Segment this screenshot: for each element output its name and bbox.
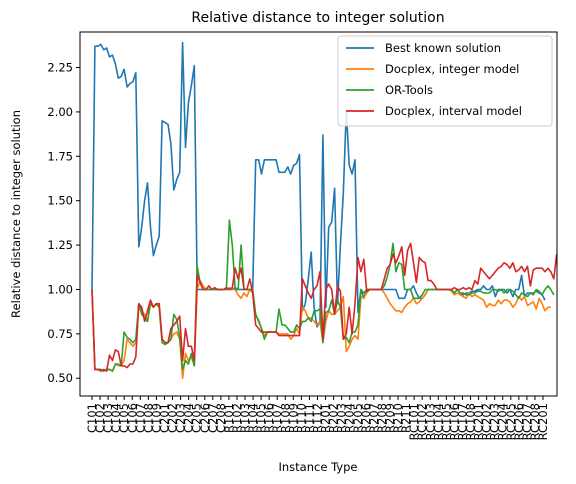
x-tick-label: C103 — [101, 403, 115, 433]
x-tick-label: R207 — [367, 403, 381, 433]
x-tick-label: RC204 — [496, 403, 510, 440]
y-axis: 0.50 0.75 1.00 1.25 1.50 1.75 2.00 2.25 — [47, 61, 80, 385]
chart-title: Relative distance to integer solution — [191, 10, 444, 26]
x-tick-label: C205 — [190, 403, 204, 433]
x-tick-label: C108 — [141, 403, 155, 433]
x-tick-label: R202 — [327, 403, 341, 433]
x-tick-label: R101 — [222, 403, 236, 433]
y-tick-label: 0.75 — [47, 327, 73, 341]
plot-frame — [79, 31, 558, 397]
x-tick-label: R111 — [302, 403, 316, 433]
x-tick-label: R112 — [311, 403, 325, 433]
x-tick-label: C203 — [174, 403, 188, 433]
x-tick-label: R211 — [399, 403, 413, 433]
x-tick-label: R105 — [254, 403, 268, 433]
x-tick-label: C105 — [117, 403, 131, 433]
x-axis: C101C102C103C104C105C106C107C108C109C201… — [85, 396, 550, 440]
x-tick-label: C104 — [109, 403, 123, 433]
x-tick-label: R104 — [246, 403, 260, 433]
x-tick-label: RC102 — [415, 403, 429, 440]
x-tick-label: RC107 — [455, 403, 469, 440]
y-tick-label: 1.00 — [47, 282, 73, 296]
x-tick-label: C207 — [206, 403, 220, 433]
x-tick-label: C204 — [182, 403, 196, 433]
x-tick-label: RC103 — [423, 403, 437, 440]
x-tick-label: R110 — [294, 403, 308, 433]
x-tick-label: RC106 — [447, 403, 461, 440]
y-tick-label: 2.00 — [47, 105, 73, 119]
x-tick-label: C208 — [214, 403, 228, 433]
x-tick-label: R102 — [230, 403, 244, 433]
legend: Best known solution Docplex, integer mode… — [337, 35, 553, 127]
legend-label: Docplex, integer model — [385, 62, 519, 76]
plot-lines — [91, 41, 558, 380]
y-axis-label: Relative distance to integer solution — [9, 110, 23, 318]
y-tick-label: 1.50 — [47, 194, 73, 208]
y-tick-label: 1.75 — [47, 149, 73, 163]
x-tick-label: R204 — [343, 403, 357, 433]
x-tick-label: RC207 — [520, 403, 534, 440]
x-tick-label: RC101 — [407, 403, 421, 440]
y-tick-label: 1.25 — [47, 238, 73, 252]
series-line — [91, 242, 558, 372]
x-tick-label: R203 — [335, 403, 349, 433]
legend-label: Best known solution — [385, 41, 501, 55]
x-tick-label: R210 — [391, 403, 405, 433]
x-tick-label: R206 — [359, 403, 373, 433]
x-tick-label: RC206 — [512, 403, 526, 440]
x-tick-label: C206 — [198, 403, 212, 433]
x-tick-label: R209 — [383, 403, 397, 433]
y-tick-label: 0.50 — [47, 371, 73, 385]
x-tick-label: RC105 — [439, 403, 453, 440]
x-tick-label: R107 — [270, 403, 284, 433]
x-tick-label: R205 — [351, 403, 365, 433]
x-tick-label: R109 — [286, 403, 300, 433]
x-tick-label: RC208 — [528, 403, 542, 440]
x-tick-label: C107 — [133, 403, 147, 433]
legend-label: OR-Tools — [385, 83, 433, 97]
legend-label: Docplex, interval model — [385, 104, 522, 118]
x-tick-label: C106 — [125, 403, 139, 433]
x-tick-label: RC205 — [504, 403, 518, 440]
x-tick-label: RC201 — [536, 403, 550, 440]
x-tick-label: C101 — [85, 403, 99, 433]
x-tick-label: C109 — [149, 403, 163, 433]
x-tick-label: R103 — [238, 403, 252, 433]
x-tick-label: RC201 — [472, 403, 486, 440]
x-tick-label: RC104 — [431, 403, 445, 440]
x-tick-label: R108 — [278, 403, 292, 433]
x-tick-label: R106 — [262, 403, 276, 433]
legend-box — [337, 35, 553, 127]
y-tick-label: 2.25 — [47, 61, 73, 75]
x-axis-label: Instance Type — [279, 460, 358, 474]
x-tick-label: R208 — [375, 403, 389, 433]
x-tick-label: RC108 — [464, 403, 478, 440]
x-tick-label: C201 — [157, 403, 171, 433]
x-tick-label: C202 — [166, 403, 180, 433]
x-tick-label: C102 — [93, 403, 107, 433]
x-tick-label: RC202 — [480, 403, 494, 440]
x-tick-label: RC203 — [488, 403, 502, 440]
x-tick-label: R201 — [319, 403, 333, 433]
